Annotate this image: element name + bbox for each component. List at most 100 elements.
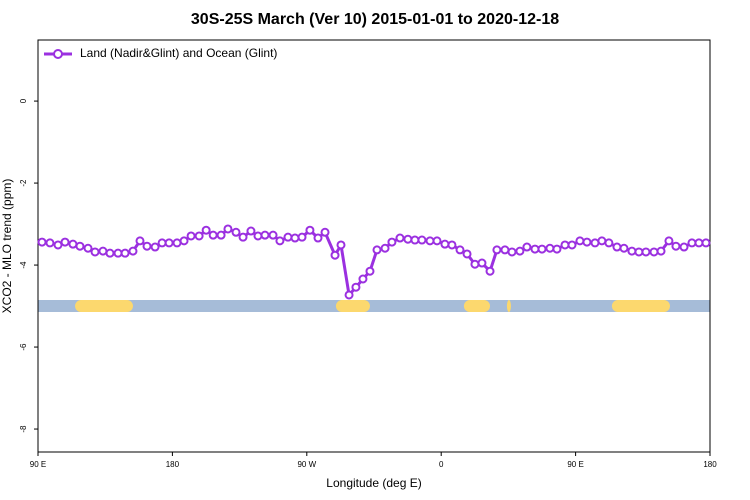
data-point (656, 246, 666, 256)
data-point (164, 238, 174, 248)
data-point (194, 231, 204, 241)
data-point (246, 226, 256, 236)
data-point (694, 238, 704, 248)
y-tick-label: 0 (19, 98, 28, 103)
data-point (567, 240, 577, 250)
data-point (290, 233, 300, 243)
data-point (477, 258, 487, 268)
data-point (552, 244, 562, 254)
data-point (208, 230, 218, 240)
land-segment (335, 300, 370, 313)
data-point (372, 245, 382, 255)
legend-marker (53, 49, 63, 59)
data-point (305, 225, 315, 235)
data-point (387, 237, 397, 247)
data-point (297, 232, 307, 242)
data-point (223, 224, 233, 234)
data-point (679, 242, 689, 252)
data-point (687, 238, 697, 248)
data-point (515, 246, 525, 256)
data-point (320, 227, 330, 237)
chart-title: 30S-25S March (Ver 10) 2015-01-01 to 202… (191, 11, 559, 28)
data-point (253, 231, 263, 241)
data-point (612, 242, 622, 252)
data-point (283, 232, 293, 242)
x-tick-label: 90 E (567, 460, 583, 469)
x-tick-label: 180 (703, 460, 717, 469)
data-point (358, 274, 368, 284)
data-point (238, 232, 248, 242)
data-point (447, 240, 457, 250)
data-point (597, 236, 607, 246)
data-point (417, 235, 427, 245)
data-point (403, 234, 413, 244)
data-point (619, 243, 629, 253)
data-point (492, 245, 502, 255)
data-point (260, 230, 270, 240)
data-point (142, 241, 152, 251)
data-point (313, 233, 323, 243)
data-point (641, 247, 651, 257)
land-segment (506, 300, 511, 313)
data-point (380, 243, 390, 253)
data-point (664, 236, 674, 246)
data-point (455, 245, 465, 255)
data-point (201, 225, 211, 235)
data-point (462, 249, 472, 259)
data-point (671, 241, 681, 251)
x-tick-label: 0 (439, 460, 444, 469)
data-point (268, 230, 278, 240)
data-point (344, 290, 354, 300)
y-tick-label: -8 (19, 425, 28, 433)
data-point (470, 259, 480, 269)
y-tick-label: -4 (19, 261, 28, 269)
data-point (634, 247, 644, 257)
data-point (37, 237, 47, 247)
data-point (604, 238, 614, 248)
data-point (560, 240, 570, 250)
data-point (649, 247, 659, 257)
data-point (575, 236, 585, 246)
data-point (530, 244, 540, 254)
data-point (157, 238, 167, 248)
y-tick-label: -2 (19, 179, 28, 187)
data-point (231, 227, 241, 237)
x-tick-label: 90 W (297, 460, 316, 469)
data-point (627, 246, 637, 256)
data-point (216, 230, 226, 240)
y-axis-label: XCO2 - MLO trend (ppm) (0, 179, 14, 314)
data-point (60, 237, 70, 247)
data-point (582, 237, 592, 247)
data-point (522, 242, 532, 252)
data-point (425, 236, 435, 246)
data-point (68, 239, 78, 249)
x-axis-label: Longitude (deg E) (326, 476, 421, 490)
data-point (507, 247, 517, 257)
plot-frame (37, 39, 711, 453)
y-tick-label: -6 (19, 343, 28, 351)
data-point (440, 239, 450, 249)
data-point (410, 235, 420, 245)
data-point (179, 236, 189, 246)
data-point (135, 236, 145, 246)
x-tick-label: 180 (166, 460, 180, 469)
data-point (545, 243, 555, 253)
data-point (186, 231, 196, 241)
data-point (90, 247, 100, 257)
data-point (120, 248, 130, 258)
data-point (83, 243, 93, 253)
data-point (275, 236, 285, 246)
data-point (701, 238, 711, 248)
data-point (365, 266, 375, 276)
data-point (172, 238, 182, 248)
data-point (336, 240, 346, 250)
x-tick-label: 90 E (30, 460, 46, 469)
data-point (432, 236, 442, 246)
data-point (53, 240, 63, 250)
data-point (537, 244, 547, 254)
data-point (351, 282, 361, 292)
data-point (500, 245, 510, 255)
land-segment (75, 300, 133, 313)
data-point (45, 238, 55, 248)
